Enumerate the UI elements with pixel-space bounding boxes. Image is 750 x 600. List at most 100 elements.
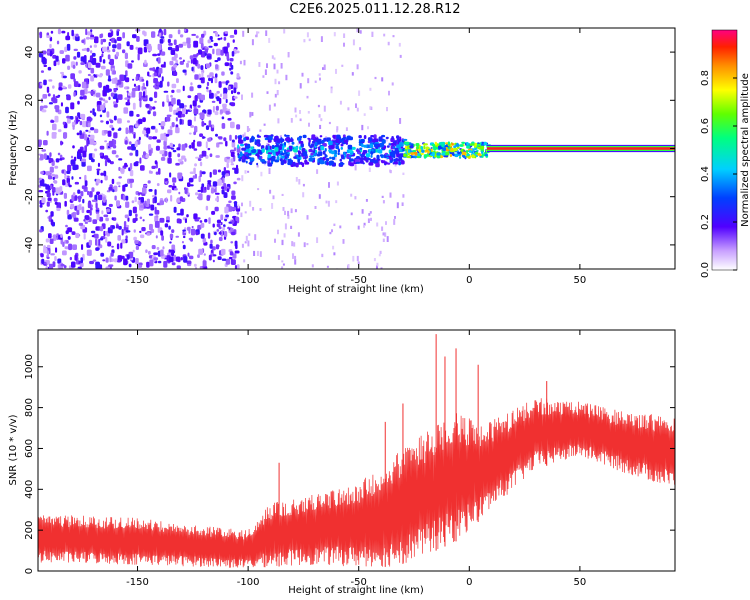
spectrogram-cell bbox=[218, 97, 222, 104]
spectrogram-cell bbox=[131, 60, 134, 63]
spectrogram-cell bbox=[83, 233, 86, 240]
spectrogram-cell bbox=[184, 187, 188, 194]
spectrogram-cell bbox=[384, 232, 387, 237]
spectrogram-cell bbox=[88, 130, 91, 134]
spectrogram-cell bbox=[81, 244, 84, 250]
spectrogram-cell bbox=[39, 31, 43, 39]
spectrogram-cell bbox=[73, 217, 79, 222]
spectrogram-cell bbox=[55, 95, 60, 98]
spectrogram-cell bbox=[328, 140, 333, 146]
spectrogram-cell bbox=[50, 253, 55, 256]
spectrogram-cell bbox=[175, 117, 178, 122]
spectrogram-cell bbox=[43, 262, 47, 265]
spectrogram-cell bbox=[143, 91, 146, 98]
spectrogram-cell bbox=[168, 34, 173, 39]
spectrogram-cell bbox=[336, 126, 339, 131]
spectrogram-cell bbox=[376, 154, 380, 160]
spectrogram-cell bbox=[215, 31, 218, 37]
spectrogram-cell bbox=[297, 142, 300, 145]
spectrogram-cell bbox=[147, 71, 150, 77]
spectrogram-cell bbox=[124, 97, 129, 100]
spectrogram-cell bbox=[416, 153, 421, 157]
spectrogram-cell bbox=[215, 64, 219, 70]
spectrogram-cell bbox=[201, 33, 205, 38]
spectrogram-cell bbox=[105, 266, 110, 269]
spectrogram-cell bbox=[65, 106, 69, 114]
spectrogram-cell bbox=[265, 145, 268, 149]
spectrogram-cell bbox=[381, 226, 384, 231]
spectrogram-cell bbox=[302, 183, 305, 187]
spectrogram-cell bbox=[102, 98, 106, 102]
spectrogram-cell bbox=[67, 214, 72, 220]
spectrogram-cell bbox=[46, 86, 50, 93]
spectrogram-cell bbox=[197, 84, 202, 89]
spectrogram-cell bbox=[113, 115, 117, 121]
spectrogram-cell bbox=[247, 156, 251, 159]
spectrogram-cell bbox=[129, 127, 133, 133]
spectrogram-cell bbox=[316, 237, 319, 243]
spectrogram-cell bbox=[208, 120, 212, 128]
spectrogram-cell bbox=[346, 136, 350, 141]
spectrogram-cell bbox=[98, 82, 102, 88]
spectrogram-cell bbox=[60, 102, 63, 107]
spectrogram-cell bbox=[333, 223, 336, 226]
spectrogram-cell bbox=[72, 64, 76, 69]
spectrogram-cell bbox=[339, 158, 342, 162]
spectrogram-cell bbox=[206, 74, 211, 78]
spectrogram-cell bbox=[172, 149, 177, 153]
spectrogram-cell bbox=[111, 127, 115, 131]
spectrogram-cell bbox=[381, 195, 384, 198]
spectrogram-cell bbox=[141, 227, 146, 232]
spectrogram-cell bbox=[207, 232, 211, 239]
spectrogram-cell bbox=[106, 208, 111, 213]
spectrogram-cell bbox=[154, 100, 157, 103]
spectrogram-cell bbox=[225, 80, 228, 86]
spectrogram-cell bbox=[46, 256, 50, 260]
spectrogram-cell bbox=[124, 183, 128, 187]
spectrogram-cell bbox=[236, 264, 240, 269]
spectrogram-cell bbox=[223, 36, 227, 41]
spectrogram-cell bbox=[398, 161, 401, 166]
spectrogram-cell bbox=[38, 190, 44, 193]
spectrogram-cell bbox=[153, 257, 158, 261]
spectrogram-cell bbox=[195, 35, 199, 39]
spectrogram-cell bbox=[295, 177, 298, 182]
spectrogram-cell bbox=[304, 159, 308, 164]
spectrogram-cell bbox=[146, 198, 150, 205]
spectrogram-cell bbox=[137, 85, 141, 91]
spectrogram-cell bbox=[399, 118, 402, 124]
spectrogram-cell bbox=[135, 258, 139, 265]
spectrogram-cell bbox=[89, 37, 95, 40]
spectrogram-cell bbox=[425, 146, 429, 150]
spectrogram-cell bbox=[244, 143, 248, 146]
spectrogram-cell bbox=[337, 148, 340, 153]
spectrogram-cell bbox=[179, 196, 183, 202]
spectrogram-cell bbox=[167, 157, 172, 164]
spectrogram-cell bbox=[349, 158, 354, 162]
spectrogram-cell bbox=[328, 160, 332, 166]
spectrogram-cell bbox=[390, 142, 396, 146]
spectrogram-cell bbox=[129, 152, 133, 156]
spectrogram-cell bbox=[90, 67, 95, 74]
spectrogram-cell bbox=[366, 158, 371, 161]
spectrogram-cell bbox=[178, 191, 181, 195]
spectrogram-cell bbox=[330, 88, 333, 94]
spectrogram-cell bbox=[102, 59, 106, 64]
spectrogram-cell bbox=[135, 76, 139, 81]
spectrogram-cell bbox=[257, 135, 261, 138]
spectrogram-cell bbox=[268, 168, 271, 174]
spectrogram-cell bbox=[441, 144, 444, 148]
spectrogram-cell bbox=[218, 142, 223, 145]
spectrogram-cell bbox=[125, 127, 129, 135]
spectrogram-cell bbox=[210, 239, 213, 244]
spectrogram-y-axis-label: Frequency (Hz) bbox=[8, 110, 19, 186]
y-tick-label: -20 bbox=[24, 189, 35, 205]
spectrogram-cell bbox=[41, 197, 46, 204]
spectrogram-cell bbox=[98, 74, 103, 78]
spectrogram-cell bbox=[340, 143, 344, 147]
spectrogram-cell bbox=[225, 214, 229, 218]
spectrogram-cell bbox=[124, 52, 128, 60]
spectrogram-cell bbox=[444, 152, 448, 156]
spectrogram-cell bbox=[100, 120, 104, 123]
spectrogram-cell bbox=[230, 258, 233, 265]
